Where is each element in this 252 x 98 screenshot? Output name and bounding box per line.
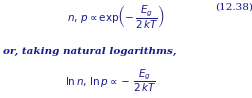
Text: or, taking natural logarithms,: or, taking natural logarithms, [3, 47, 176, 56]
Text: $n,\, p \propto \exp\!\left(-\,\dfrac{E_g}{2\,kT}\right)$: $n,\, p \propto \exp\!\left(-\,\dfrac{E_… [67, 3, 165, 30]
Text: (12.38): (12.38) [215, 3, 252, 12]
Text: $\ln n,\, \ln p \propto -\,\dfrac{E_g}{2\,kT}$: $\ln n,\, \ln p \propto -\,\dfrac{E_g}{2… [65, 68, 157, 94]
